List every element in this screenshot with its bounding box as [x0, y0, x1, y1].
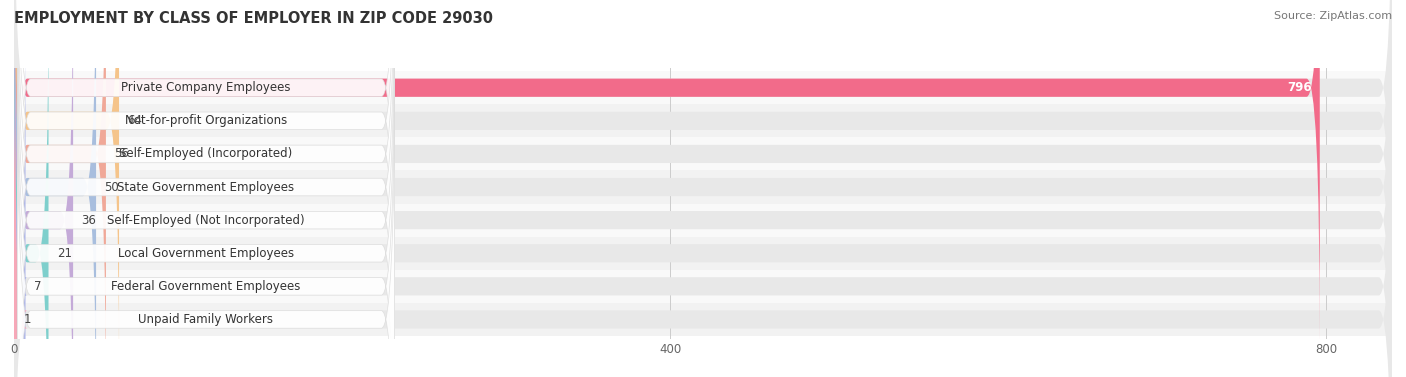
FancyBboxPatch shape: [14, 0, 1392, 343]
Text: 50: 50: [104, 181, 120, 193]
Text: 56: 56: [114, 147, 129, 161]
FancyBboxPatch shape: [17, 63, 395, 377]
FancyBboxPatch shape: [14, 270, 1392, 303]
FancyBboxPatch shape: [14, 303, 1392, 336]
FancyBboxPatch shape: [14, 64, 1392, 377]
FancyBboxPatch shape: [17, 0, 395, 377]
Text: Self-Employed (Incorporated): Self-Employed (Incorporated): [120, 147, 292, 161]
FancyBboxPatch shape: [14, 0, 1392, 377]
FancyBboxPatch shape: [13, 31, 27, 377]
FancyBboxPatch shape: [14, 204, 1392, 237]
Text: EMPLOYMENT BY CLASS OF EMPLOYER IN ZIP CODE 29030: EMPLOYMENT BY CLASS OF EMPLOYER IN ZIP C…: [14, 11, 494, 26]
Text: 64: 64: [128, 114, 142, 127]
FancyBboxPatch shape: [14, 0, 1392, 377]
FancyBboxPatch shape: [14, 0, 1392, 377]
Text: 796: 796: [1286, 81, 1312, 94]
FancyBboxPatch shape: [17, 0, 395, 344]
FancyBboxPatch shape: [14, 104, 1392, 137]
FancyBboxPatch shape: [14, 0, 1392, 377]
FancyBboxPatch shape: [14, 0, 1320, 343]
Text: Not-for-profit Organizations: Not-for-profit Organizations: [125, 114, 287, 127]
Text: 36: 36: [82, 214, 96, 227]
Text: Unpaid Family Workers: Unpaid Family Workers: [138, 313, 274, 326]
FancyBboxPatch shape: [3, 64, 27, 377]
Text: State Government Employees: State Government Employees: [118, 181, 294, 193]
FancyBboxPatch shape: [14, 31, 1392, 377]
Text: 7: 7: [34, 280, 41, 293]
FancyBboxPatch shape: [14, 0, 96, 377]
FancyBboxPatch shape: [14, 0, 120, 377]
Text: Federal Government Employees: Federal Government Employees: [111, 280, 301, 293]
FancyBboxPatch shape: [17, 0, 395, 377]
FancyBboxPatch shape: [17, 30, 395, 377]
Text: Self-Employed (Not Incorporated): Self-Employed (Not Incorporated): [107, 214, 305, 227]
FancyBboxPatch shape: [14, 0, 73, 377]
FancyBboxPatch shape: [14, 71, 1392, 104]
Text: Local Government Employees: Local Government Employees: [118, 247, 294, 260]
FancyBboxPatch shape: [14, 237, 1392, 270]
FancyBboxPatch shape: [17, 0, 395, 377]
FancyBboxPatch shape: [14, 0, 49, 377]
FancyBboxPatch shape: [14, 137, 1392, 170]
FancyBboxPatch shape: [17, 0, 395, 377]
Text: Private Company Employees: Private Company Employees: [121, 81, 291, 94]
FancyBboxPatch shape: [17, 0, 395, 377]
Text: Source: ZipAtlas.com: Source: ZipAtlas.com: [1274, 11, 1392, 21]
FancyBboxPatch shape: [14, 170, 1392, 204]
Text: 1: 1: [24, 313, 31, 326]
Text: 21: 21: [56, 247, 72, 260]
FancyBboxPatch shape: [14, 0, 105, 377]
FancyBboxPatch shape: [14, 0, 1392, 377]
